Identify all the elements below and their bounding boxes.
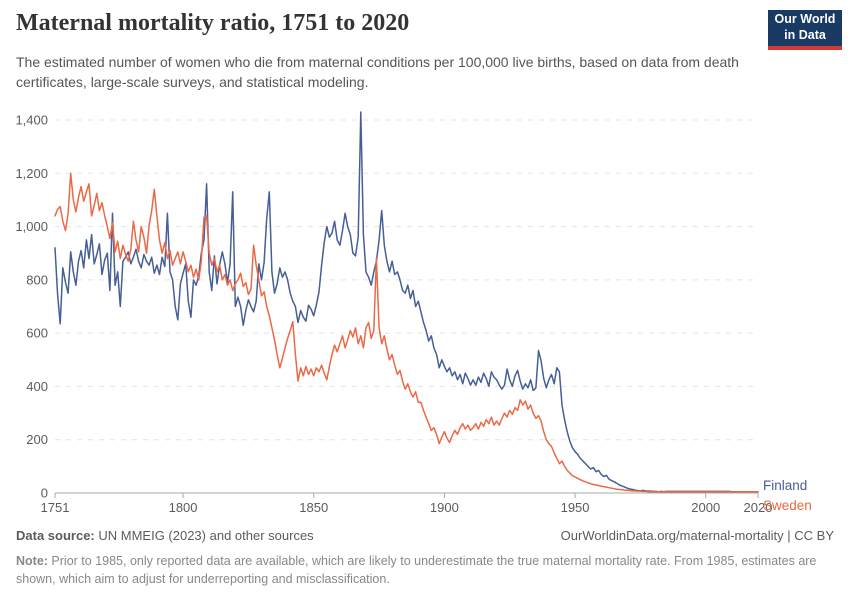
y-tick-label-1000: 1,000 (15, 219, 48, 234)
x-tick-label-2000: 2000 (691, 500, 720, 515)
y-tick-label-600: 600 (26, 326, 48, 341)
chart-note: Note: Prior to 1985, only reported data … (16, 552, 834, 588)
page-title: Maternal mortality ratio, 1751 to 2020 (16, 10, 410, 36)
y-tick-label-200: 200 (26, 432, 48, 447)
x-tick-label-1950: 1950 (561, 500, 590, 515)
legend-label-sweden[interactable]: Sweden (763, 498, 812, 513)
chart-footer: Data source: UN MMEIG (2023) and other s… (16, 528, 834, 588)
x-tick-label-1900: 1900 (430, 500, 459, 515)
owid-logo-accent-bar (768, 46, 842, 50)
data-source-line: Data source: UN MMEIG (2023) and other s… (16, 528, 314, 543)
y-tick-label-1200: 1,200 (15, 166, 48, 181)
legend-label-finland[interactable]: Finland (763, 478, 807, 493)
data-source-text: UN MMEIG (2023) and other sources (94, 528, 314, 543)
y-tick-label-1400: 1,400 (15, 113, 48, 128)
owid-logo[interactable]: Our World in Data (768, 10, 842, 50)
sweden-line[interactable] (54, 172, 759, 493)
x-tick-label-1850: 1850 (299, 500, 328, 515)
owid-logo-line2: in Data (784, 28, 826, 42)
note-label: Note: (16, 554, 48, 568)
y-tick-label-400: 400 (26, 379, 48, 394)
note-text: Prior to 1985, only reported data are av… (16, 554, 817, 587)
x-tick-label-1751: 1751 (41, 500, 70, 515)
data-source-label: Data source: (16, 528, 95, 543)
y-tick-label-0: 0 (41, 486, 48, 501)
chart-subtitle: The estimated number of women who die fr… (16, 54, 739, 91)
x-tick-label-1800: 1800 (169, 500, 198, 515)
line-chart-plot[interactable]: 0 200 400 600 800 1,000 1,200 1,400 1751 1800 1850… (0, 95, 850, 525)
owid-logo-line1: Our World (774, 12, 836, 27)
y-tick-label-800: 800 (26, 272, 48, 287)
x-tick-label-2020: 2020 (744, 500, 773, 515)
finland-line[interactable] (54, 111, 759, 493)
owid-citation-link[interactable]: OurWorldinData.org/maternal-mortality | … (560, 528, 834, 543)
